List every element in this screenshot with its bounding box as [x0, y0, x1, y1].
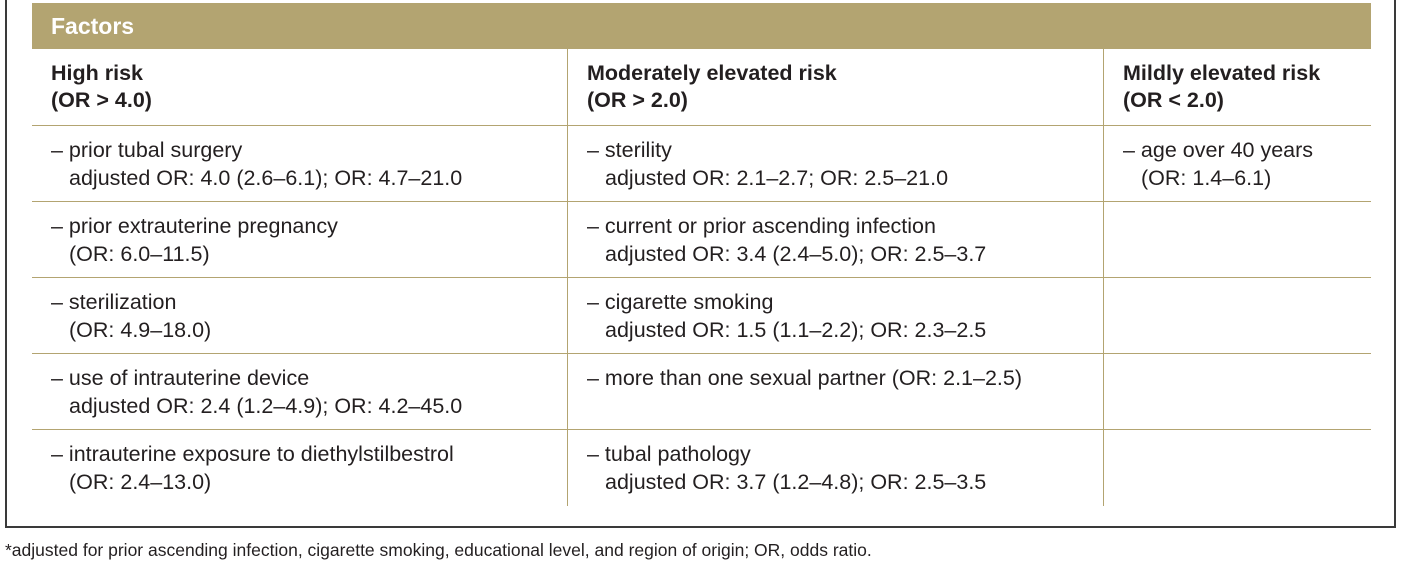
factor-name: – prior tubal surgery: [51, 138, 243, 162]
factor-name: – use of intrauterine device: [51, 366, 310, 390]
factor-name: – prior extrauterine pregnancy: [51, 214, 338, 238]
column-header-threshold: (OR > 4.0): [51, 88, 152, 112]
factor-odds-ratio: (OR: 1.4–6.1): [1141, 166, 1272, 190]
factor-name: – age over 40 years: [1123, 138, 1314, 162]
table-cell: – intrauterine exposure to diethylstilbe…: [32, 430, 567, 506]
column-header-label: Mildly elevated risk: [1123, 61, 1321, 85]
column-header-threshold: (OR < 2.0): [1123, 88, 1224, 112]
column-header-label: Moderately elevated risk: [587, 61, 837, 85]
factor-odds-ratio: adjusted OR: 2.4 (1.2–4.9); OR: 4.2–45.0: [69, 394, 463, 418]
table-cell: – more than one sexual partner (OR: 2.1–…: [567, 354, 1103, 430]
table-cell: [1103, 354, 1371, 430]
table-frame: [5, 0, 1396, 528]
factor-name: – intrauterine exposure to diethylstilbe…: [51, 442, 454, 466]
table-cell: – tubal pathology adjusted OR: 3.7 (1.2–…: [567, 430, 1103, 506]
factor-name: – current or prior ascending infection: [587, 214, 936, 238]
factor-odds-ratio: (OR: 2.4–13.0): [69, 470, 212, 494]
factor-odds-ratio: (OR: 4.9–18.0): [69, 318, 212, 342]
column-header-mild-risk: Mildly elevated risk (OR < 2.0): [1103, 49, 1371, 126]
table-footnote: *adjusted for prior ascending infection,…: [5, 540, 872, 560]
factor-odds-ratio: adjusted OR: 4.0 (2.6–6.1); OR: 4.7–21.0: [69, 166, 463, 190]
table-cell: – prior tubal surgery adjusted OR: 4.0 (…: [32, 126, 567, 202]
column-header-threshold: (OR > 2.0): [587, 88, 688, 112]
table-cell: – prior extrauterine pregnancy (OR: 6.0–…: [32, 202, 567, 278]
table-title: Factors: [32, 3, 1371, 49]
factor-odds-ratio: (OR: 6.0–11.5): [69, 242, 210, 266]
table-cell: – sterilization (OR: 4.9–18.0): [32, 278, 567, 354]
table-cell: – age over 40 years (OR: 1.4–6.1): [1103, 126, 1371, 202]
table-cell: – sterility adjusted OR: 2.1–2.7; OR: 2.…: [567, 126, 1103, 202]
column-header-label: High risk: [51, 61, 143, 85]
factor-name: – more than one sexual partner (OR: 2.1–…: [587, 366, 1023, 390]
factor-name: – sterility: [587, 138, 672, 162]
factor-odds-ratio: adjusted OR: 3.4 (2.4–5.0); OR: 2.5–3.7: [605, 242, 987, 266]
factor-name: – sterilization: [51, 290, 177, 314]
column-header-moderate-risk: Moderately elevated risk (OR > 2.0): [567, 49, 1103, 126]
factor-name: – cigarette smoking: [587, 290, 774, 314]
table-cell: – use of intrauterine device adjusted OR…: [32, 354, 567, 430]
factor-odds-ratio: adjusted OR: 1.5 (1.1–2.2); OR: 2.3–2.5: [605, 318, 987, 342]
risk-factors-table: Factors High risk (OR > 4.0) Moderately …: [32, 3, 1371, 506]
column-header-high-risk: High risk (OR > 4.0): [32, 49, 567, 126]
factor-name: – tubal pathology: [587, 442, 751, 466]
factor-odds-ratio: adjusted OR: 2.1–2.7; OR: 2.5–21.0: [605, 166, 949, 190]
table-cell: – cigarette smoking adjusted OR: 1.5 (1.…: [567, 278, 1103, 354]
table-cell: [1103, 202, 1371, 278]
table-cell: [1103, 278, 1371, 354]
table-cell: [1103, 430, 1371, 506]
table-grid: High risk (OR > 4.0) Moderately elevated…: [32, 49, 1371, 506]
table-cell: – current or prior ascending infection a…: [567, 202, 1103, 278]
factor-odds-ratio: adjusted OR: 3.7 (1.2–4.8); OR: 2.5–3.5: [605, 470, 987, 494]
